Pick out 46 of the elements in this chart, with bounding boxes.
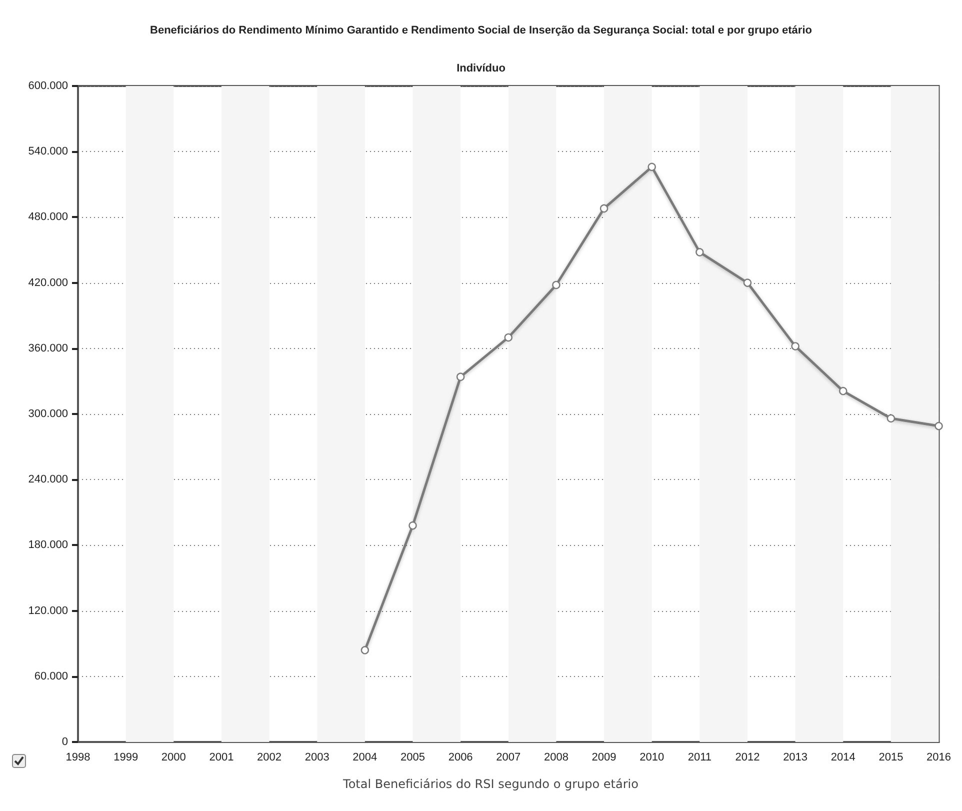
point: [360, 646, 370, 654]
y-tick-label: 480.000: [28, 211, 68, 224]
point: [648, 162, 656, 172]
x-tick-label: 1999: [114, 752, 138, 764]
x-tick-label: 2011: [688, 752, 712, 764]
point: [504, 333, 512, 342]
x-tick-label: 2013: [783, 752, 808, 764]
x-tick-label: 1998: [66, 752, 90, 764]
x-tick-label: 2015: [878, 752, 904, 764]
x-tick-label: 2009: [592, 752, 616, 764]
point: [934, 422, 943, 430]
text: Total Beneficiários do RSI segundo o grupo etário: [342, 777, 638, 791]
chart-title: Beneficiários do Rendimento Mínimo Garantido e Rendimento Social de Inserção da Segurança Social: total e por grupo etário: [150, 24, 812, 36]
y-tick-label: 180.000: [28, 539, 68, 552]
x-tick-label: 2006: [448, 752, 473, 764]
point: [839, 386, 848, 396]
x-tick-label: 2000: [161, 752, 186, 764]
point: [600, 204, 608, 213]
x-tick-label: 2014: [830, 752, 856, 764]
x-tick-label: 2002: [257, 752, 282, 764]
point: [886, 414, 896, 422]
point: [743, 278, 752, 287]
x-tick-label: 2005: [400, 752, 425, 764]
point: [791, 342, 800, 350]
y-tick-label: 360.000: [28, 342, 68, 354]
y-tick-label: 300.000: [28, 408, 68, 420]
point: [696, 248, 704, 256]
x-tick-label: 2004: [352, 752, 378, 764]
x-tick-label: 2010: [640, 752, 664, 764]
y-tick-label: 600.000: [28, 80, 68, 92]
y-tick-label: 420.000: [28, 276, 68, 289]
point: [456, 372, 465, 381]
x-tick-label: 2008: [544, 752, 568, 764]
y-tick-label: 240.000: [28, 474, 68, 486]
x-tick-label: 2001: [209, 752, 234, 764]
chart-subtitle: Indivíduo: [456, 62, 506, 74]
x-tick-label: 2012: [735, 752, 760, 764]
x-tick-label: 2016: [926, 752, 952, 764]
y-tick-label: 540.000: [28, 146, 68, 158]
y-tick-label: 0: [62, 736, 68, 748]
y-tick-label: 60.000: [34, 670, 68, 682]
point: [408, 521, 417, 530]
y-tick-label: 120.000: [28, 604, 68, 617]
x-tick-label: 2007: [496, 752, 521, 764]
x-tick-label: 2003: [304, 752, 330, 764]
point: [552, 280, 560, 290]
